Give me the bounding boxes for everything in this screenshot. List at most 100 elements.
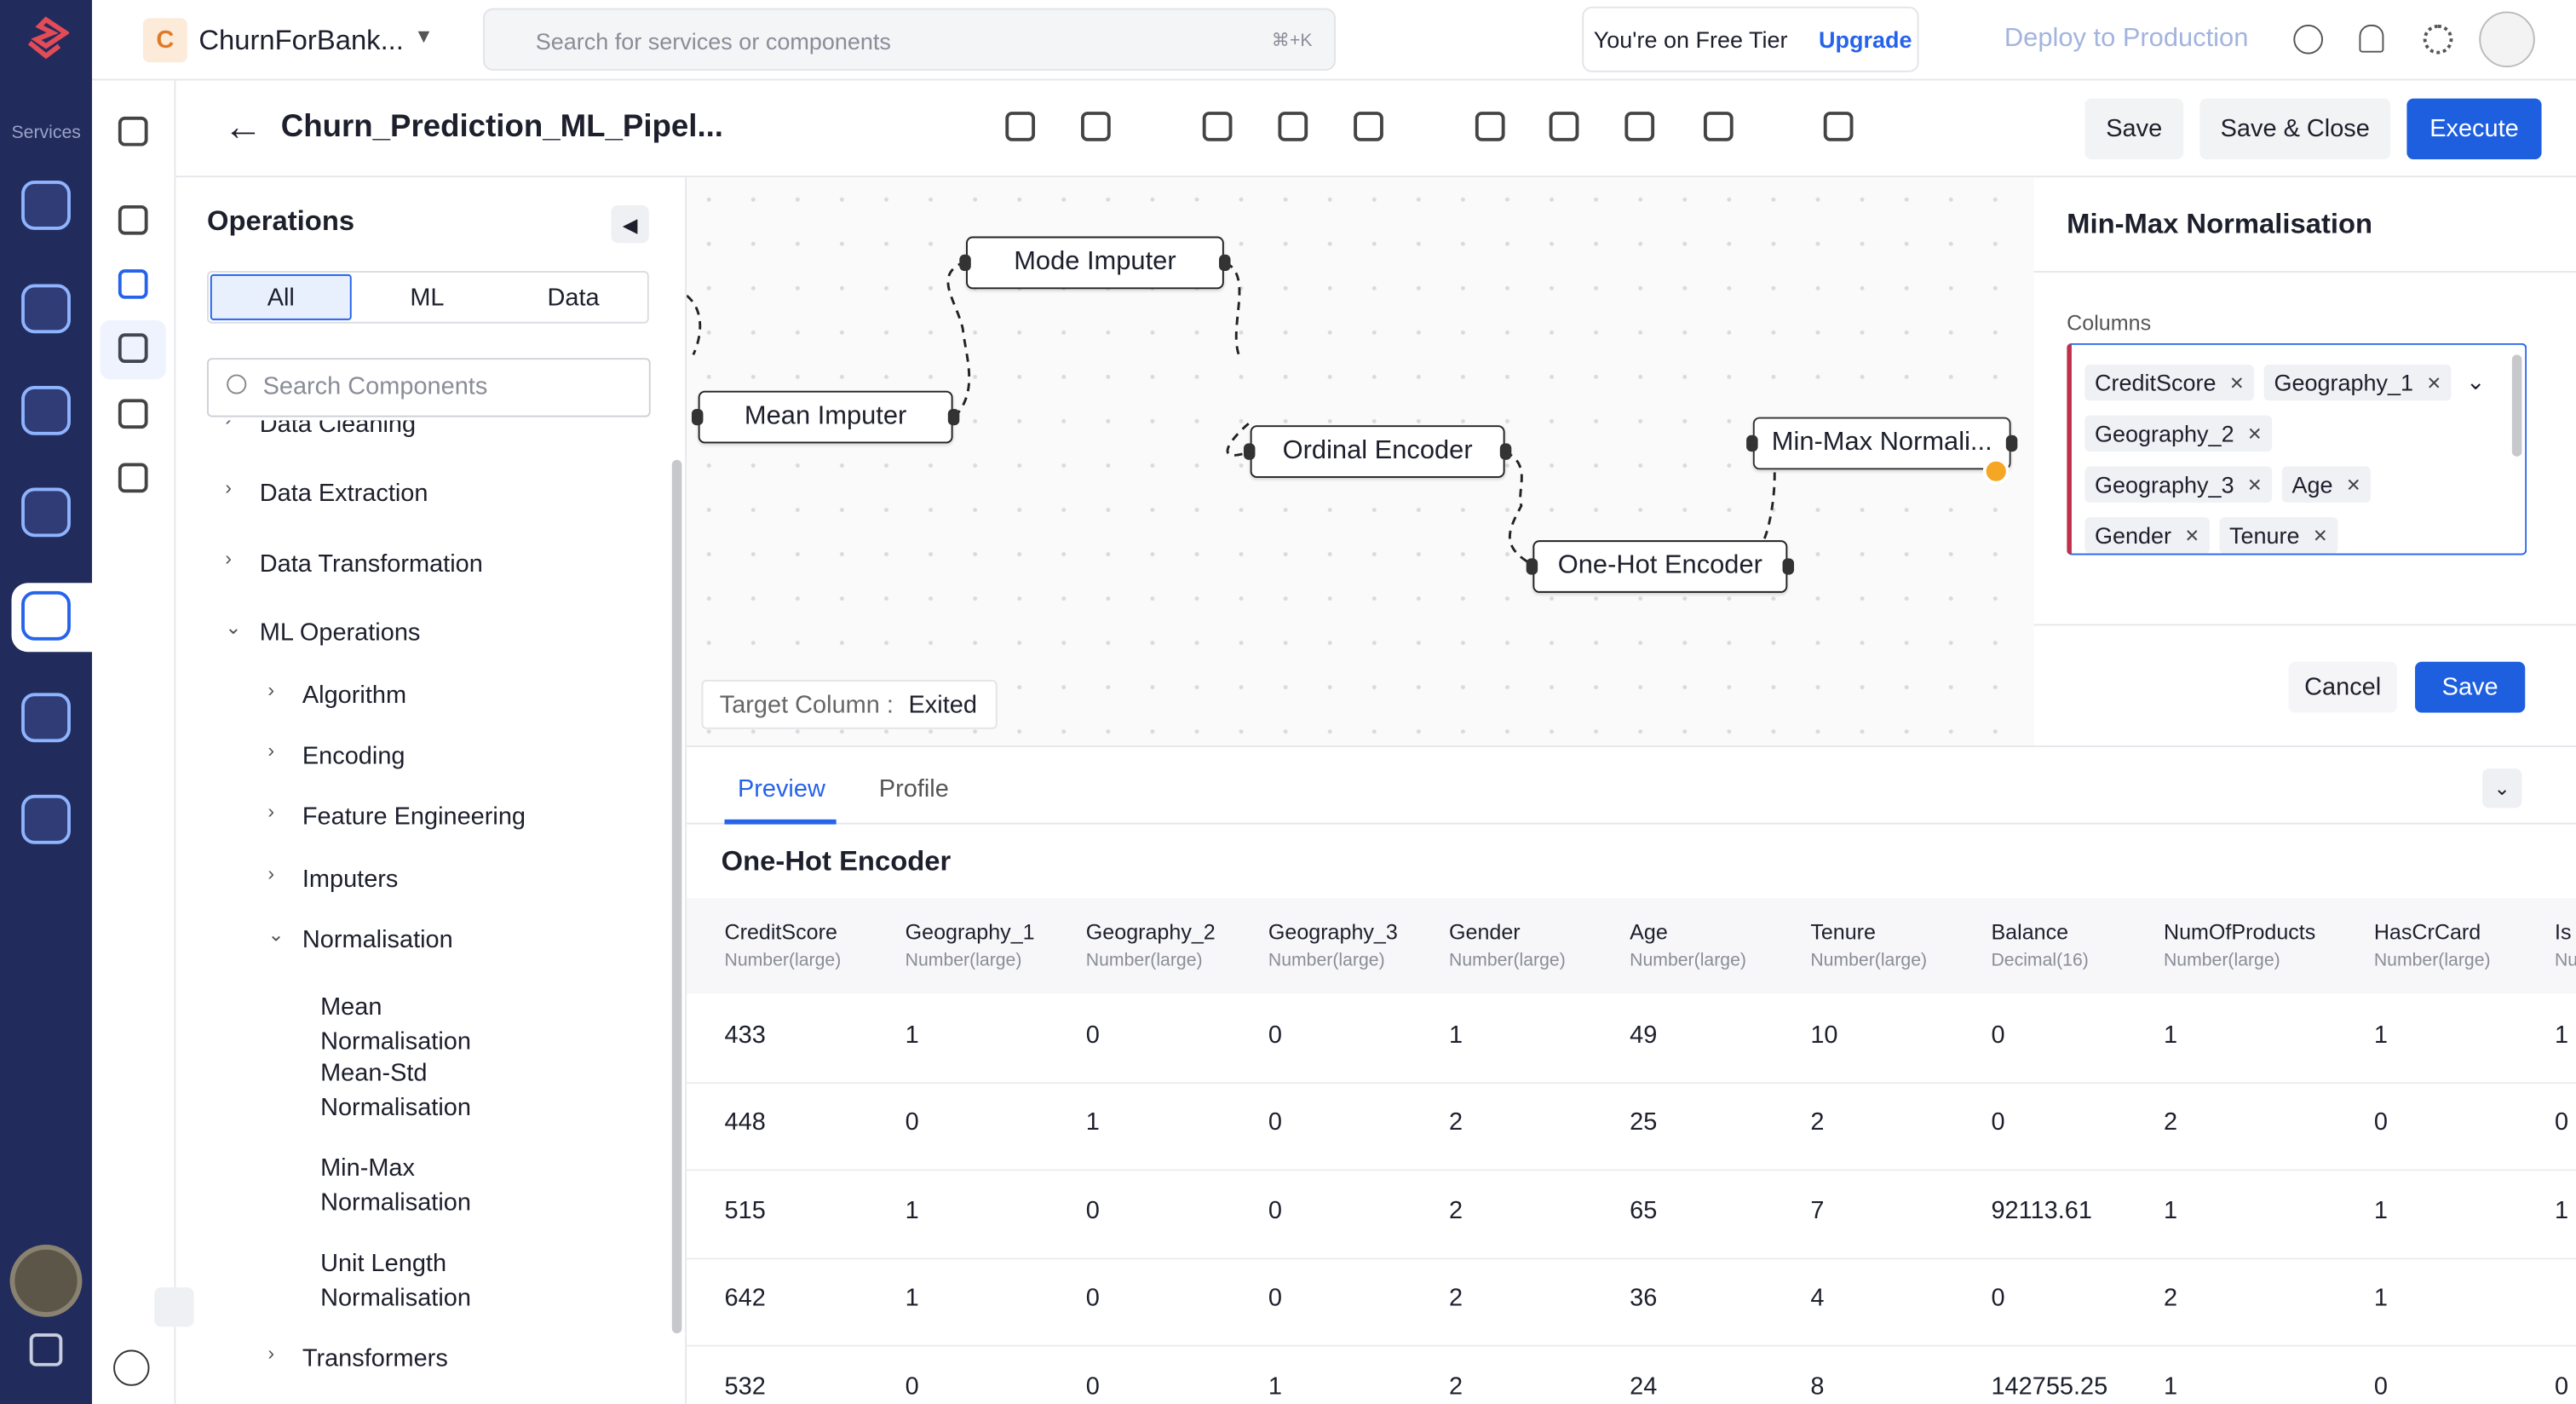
panel-save-button[interactable]: Save [2415,661,2526,713]
pipeline-node[interactable]: One-Hot Encoder [1526,540,1795,593]
tree-item[interactable]: Min-Max Normalisation [320,1154,471,1217]
tree-chevron[interactable]: › [225,420,232,430]
chip-remove[interactable]: ✕ [2247,475,2263,496]
tree-chevron[interactable]: › [225,475,232,499]
collapse-button[interactable]: ◀ [611,204,649,244]
tool-icon[interactable] [1202,112,1233,141]
component-search[interactable] [207,358,651,417]
tree-chevron[interactable]: ⌄ [267,923,285,947]
tree-chevron[interactable]: › [267,799,275,823]
tree-item[interactable]: Transformers [302,1344,448,1373]
row-divider [687,1344,2576,1347]
tree-chevron[interactable]: › [267,861,275,885]
nav-icon[interactable] [21,181,71,230]
expand-button[interactable] [154,1287,194,1327]
tree-chevron[interactable]: › [267,678,275,702]
chip-remove[interactable]: ✕ [2228,373,2245,394]
preview-tab[interactable]: Preview [737,774,825,803]
tree-item[interactable]: Data Extraction [259,479,428,508]
settings-icon[interactable] [2423,24,2453,55]
help-icon[interactable] [2293,24,2324,55]
cell: 0 [1085,1021,1100,1050]
workspace-name[interactable]: ChurnForBank... [198,24,404,56]
tree-item[interactable]: Normalisation [302,926,453,954]
rail-icon[interactable] [118,333,148,363]
tool-icon[interactable] [1354,112,1383,141]
nav-icon[interactable] [21,590,71,641]
nav-icon[interactable] [21,794,71,844]
tool-icon[interactable] [1549,112,1579,141]
nav-icon[interactable] [21,284,71,334]
cell: 0 [1268,1284,1282,1313]
column-select[interactable]: CreditScore ✕ Geography_1 ✕ Geography_2 ✕ Geog… [2067,342,2527,555]
tool-icon[interactable] [1005,112,1036,141]
rail-icon[interactable] [118,116,148,147]
cancel-button[interactable]: Cancel [2288,661,2397,713]
tool-icon[interactable] [1624,112,1655,141]
tree-item[interactable]: Data Cleaning [259,420,417,439]
op-tab[interactable]: All [210,273,352,320]
save-close-button[interactable]: Save & Close [2199,98,2391,159]
add-button[interactable] [113,1349,150,1386]
magic-button[interactable] [9,1245,83,1317]
deploy-button[interactable]: Deploy to Production [2004,24,2249,53]
tree-item[interactable]: Encoding [302,742,405,770]
rail-icon[interactable] [118,269,148,299]
avatar[interactable] [2479,11,2535,68]
tool-icon[interactable] [1081,112,1111,141]
port [2005,434,2018,452]
cell: 2 [1810,1108,1825,1137]
tool-icon[interactable] [1278,112,1308,141]
upgrade-link[interactable]: Upgrade [1818,26,1912,53]
execute-button[interactable]: Execute [2406,98,2542,159]
tree-item[interactable]: Imputers [302,865,399,894]
op-tab[interactable]: ML [410,283,445,312]
tree-chevron[interactable]: › [267,739,275,762]
bell-icon[interactable] [2359,24,2384,53]
nav-icon[interactable] [21,693,71,743]
tool-icon[interactable] [1703,112,1734,141]
port [691,408,704,426]
tree-item[interactable]: Algorithm [302,681,407,710]
tree-chevron[interactable]: › [267,1341,275,1365]
cell: 1 [2163,1372,2178,1401]
apps-button[interactable] [29,1333,63,1367]
op-tab[interactable]: Data [547,283,600,312]
tool-icon[interactable] [1823,112,1854,141]
tree-item[interactable]: Mean Normalisation [320,993,471,1056]
tree-item[interactable]: Unit Length Normalisation [320,1249,471,1313]
chip-remove[interactable]: ✕ [2312,526,2328,546]
tree-item[interactable]: Mean-Std Normalisation [320,1059,471,1122]
cell: 1 [1268,1372,1282,1401]
tree-chevron[interactable]: ⌄ [225,615,242,639]
nav-icon[interactable] [21,385,71,435]
select-caret[interactable]: ⌄ [2465,367,2486,394]
tree-item[interactable]: ML Operations [259,619,421,647]
global-search[interactable] [483,8,1336,71]
tree-chevron[interactable]: › [225,546,232,570]
tool-icon[interactable] [1475,112,1505,141]
rail-icon[interactable] [118,463,148,493]
pipeline-node[interactable]: Min-Max Normali... [1746,417,2018,485]
dropdown-caret[interactable]: ▼ [414,24,434,48]
chip-remove[interactable]: ✕ [2184,526,2200,546]
pipeline-node[interactable]: Ordinal Encoder [1243,425,1512,478]
pipeline-node[interactable]: Mode Imputer [959,236,1231,290]
collapse-preview[interactable]: ⌄ [2482,768,2522,808]
rail [92,80,176,1404]
pipeline-node[interactable]: Mean Imputer [691,390,960,444]
warning-badge[interactable] [1982,457,2010,485]
rail-icon[interactable] [118,399,148,429]
save-button[interactable]: Save [2084,98,2184,159]
chip-remove[interactable]: ✕ [2247,424,2263,445]
chip-remove[interactable]: ✕ [2346,475,2361,496]
tree-item[interactable]: Feature Engineering [302,803,526,831]
back-button[interactable]: ← [223,105,263,150]
nav-icon[interactable] [21,487,71,538]
chip-remove[interactable]: ✕ [2426,373,2442,394]
cell: 0 [1268,1196,1282,1225]
preview-tab[interactable]: Profile [878,774,949,803]
rail-icon[interactable] [118,204,148,235]
chip-label: Geography_2 [2094,420,2234,447]
tree-item[interactable]: Data Transformation [259,550,483,578]
